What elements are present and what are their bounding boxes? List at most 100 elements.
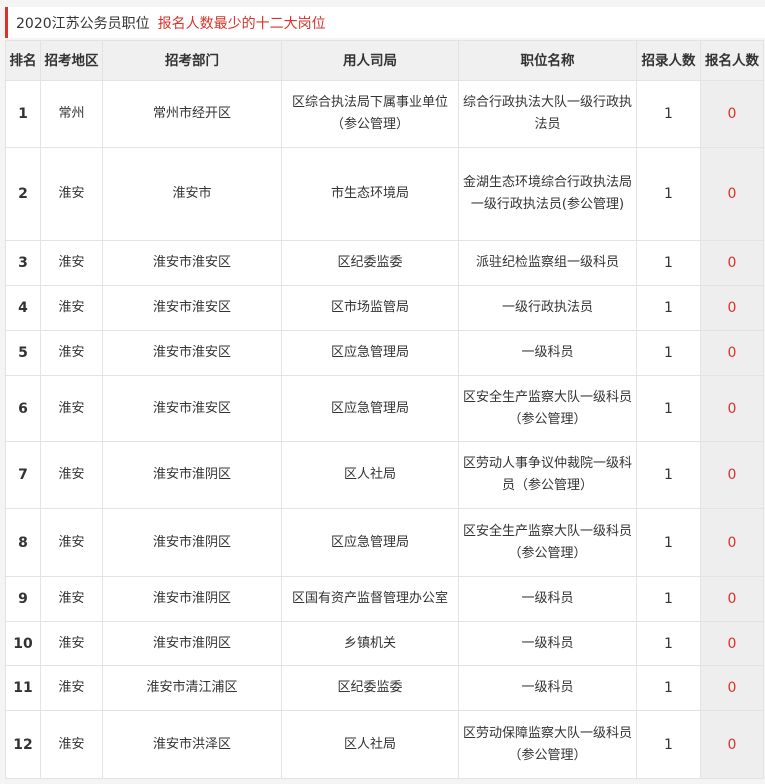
cell-bureau: 市生态环境局 bbox=[281, 147, 459, 241]
cell-applicants: 0 bbox=[700, 80, 764, 148]
header-dept: 招考部门 bbox=[102, 40, 282, 81]
cell-region: 淮安 bbox=[40, 375, 103, 442]
cell-rank: 5 bbox=[5, 330, 41, 376]
cell-region: 淮安 bbox=[40, 285, 103, 331]
cell-position: 一级科员 bbox=[458, 621, 637, 666]
cell-dept: 淮安市 bbox=[102, 147, 282, 241]
cell-bureau: 区应急管理局 bbox=[281, 508, 459, 577]
table-row: 6 淮安 淮安市淮安区 区应急管理局 区安全生产监察大队一级科员（参公管理） 1 0 bbox=[5, 375, 764, 442]
cell-applicants: 0 bbox=[700, 285, 764, 331]
cell-applicants: 0 bbox=[700, 621, 764, 666]
header-hire: 招录人数 bbox=[636, 40, 701, 81]
header-position: 职位名称 bbox=[458, 40, 637, 81]
cell-bureau: 区纪委监委 bbox=[281, 240, 459, 286]
cell-applicants: 0 bbox=[700, 441, 764, 509]
cell-rank: 3 bbox=[5, 240, 41, 286]
cell-rank: 8 bbox=[5, 508, 41, 577]
table-row: 1 常州 常州市经开区 区综合执法局下属事业单位（参公管理） 综合行政执法大队一级行政执… bbox=[5, 80, 764, 148]
cell-dept: 淮安市淮安区 bbox=[102, 375, 282, 442]
cell-applicants: 0 bbox=[700, 147, 764, 241]
header-region: 招考地区 bbox=[40, 40, 103, 81]
cell-region: 淮安 bbox=[40, 240, 103, 286]
table-row: 5 淮安 淮安市淮安区 区应急管理局 一级科员 1 0 bbox=[5, 330, 764, 376]
table-row: 7 淮安 淮安市淮阴区 区人社局 区劳动人事争议仲裁院一级科员（参公管理） 1 0 bbox=[5, 441, 764, 509]
table-row: 12 淮安 淮安市洪泽区 区人社局 区劳动保障监察大队一级科员（参公管理） 1 0 bbox=[5, 710, 764, 779]
cell-dept: 淮安市清江浦区 bbox=[102, 665, 282, 711]
cell-region: 淮安 bbox=[40, 441, 103, 509]
title-highlight: 报名人数最少的十二大岗位 bbox=[157, 15, 326, 32]
table-row: 9 淮安 淮安市淮阴区 区国有资产监督管理办公室 一级科员 1 0 bbox=[5, 576, 764, 622]
cell-position: 区安全生产监察大队一级科员（参公管理） bbox=[458, 375, 637, 442]
cell-bureau: 区人社局 bbox=[281, 441, 459, 509]
cell-bureau: 区人社局 bbox=[281, 710, 459, 779]
cell-rank: 9 bbox=[5, 576, 41, 622]
cell-bureau: 区纪委监委 bbox=[281, 665, 459, 711]
cell-applicants: 0 bbox=[700, 375, 764, 442]
table-row: 3 淮安 淮安市淮安区 区纪委监委 派驻纪检监察组一级科员 1 0 bbox=[5, 240, 764, 286]
cell-dept: 淮安市淮阴区 bbox=[102, 441, 282, 509]
header-rank: 排名 bbox=[5, 40, 41, 81]
cell-applicants: 0 bbox=[700, 576, 764, 622]
cell-bureau: 乡镇机关 bbox=[281, 621, 459, 666]
cell-hire: 1 bbox=[636, 665, 701, 711]
cell-dept: 淮安市淮安区 bbox=[102, 240, 282, 286]
cell-region: 淮安 bbox=[40, 576, 103, 622]
cell-region: 淮安 bbox=[40, 508, 103, 577]
cell-region: 淮安 bbox=[40, 330, 103, 376]
cell-dept: 常州市经开区 bbox=[102, 80, 282, 148]
cell-hire: 1 bbox=[636, 441, 701, 509]
cell-dept: 淮安市淮阴区 bbox=[102, 621, 282, 666]
table-header-row: 排名 招考地区 招考部门 用人司局 职位名称 招录人数 报名人数 bbox=[5, 40, 764, 81]
cell-region: 淮安 bbox=[40, 147, 103, 241]
cell-dept: 淮安市淮安区 bbox=[102, 285, 282, 331]
cell-position: 金湖生态环境综合行政执法局一级行政执法员(参公管理) bbox=[458, 147, 637, 241]
cell-rank: 1 bbox=[5, 80, 41, 148]
cell-bureau: 区应急管理局 bbox=[281, 330, 459, 376]
positions-table: 排名 招考地区 招考部门 用人司局 职位名称 招录人数 报名人数 1 常州 常州市经… bbox=[5, 40, 764, 779]
table-row: 2 淮安 淮安市 市生态环境局 金湖生态环境综合行政执法局一级行政执法员(参公管理) 1 0 bbox=[5, 147, 764, 241]
cell-hire: 1 bbox=[636, 508, 701, 577]
cell-hire: 1 bbox=[636, 621, 701, 666]
cell-applicants: 0 bbox=[700, 665, 764, 711]
cell-hire: 1 bbox=[636, 375, 701, 442]
cell-bureau: 区市场监管局 bbox=[281, 285, 459, 331]
cell-rank: 7 bbox=[5, 441, 41, 509]
cell-rank: 6 bbox=[5, 375, 41, 442]
table-row: 10 淮安 淮安市淮阴区 乡镇机关 一级科员 1 0 bbox=[5, 621, 764, 666]
title-bar: 2020江苏公务员职位 报名人数最少的十二大岗位 bbox=[5, 7, 765, 38]
cell-bureau: 区综合执法局下属事业单位（参公管理） bbox=[281, 80, 459, 148]
cell-hire: 1 bbox=[636, 80, 701, 148]
header-applicants: 报名人数 bbox=[700, 40, 764, 81]
cell-bureau: 区应急管理局 bbox=[281, 375, 459, 442]
cell-position: 综合行政执法大队一级行政执法员 bbox=[458, 80, 637, 148]
cell-position: 区安全生产监察大队一级科员（参公管理） bbox=[458, 508, 637, 577]
cell-position: 一级科员 bbox=[458, 665, 637, 711]
cell-dept: 淮安市淮安区 bbox=[102, 330, 282, 376]
header-bureau: 用人司局 bbox=[281, 40, 459, 81]
cell-region: 淮安 bbox=[40, 710, 103, 779]
table-row: 8 淮安 淮安市淮阴区 区应急管理局 区安全生产监察大队一级科员（参公管理） 1 0 bbox=[5, 508, 764, 577]
cell-hire: 1 bbox=[636, 710, 701, 779]
cell-hire: 1 bbox=[636, 285, 701, 331]
cell-rank: 4 bbox=[5, 285, 41, 331]
table-row: 11 淮安 淮安市清江浦区 区纪委监委 一级科员 1 0 bbox=[5, 665, 764, 711]
cell-rank: 2 bbox=[5, 147, 41, 241]
cell-region: 常州 bbox=[40, 80, 103, 148]
cell-applicants: 0 bbox=[700, 330, 764, 376]
cell-dept: 淮安市洪泽区 bbox=[102, 710, 282, 779]
table-row: 4 淮安 淮安市淮安区 区市场监管局 一级行政执法员 1 0 bbox=[5, 285, 764, 331]
cell-position: 区劳动人事争议仲裁院一级科员（参公管理） bbox=[458, 441, 637, 509]
cell-hire: 1 bbox=[636, 330, 701, 376]
cell-hire: 1 bbox=[636, 576, 701, 622]
cell-rank: 10 bbox=[5, 621, 41, 666]
cell-position: 一级科员 bbox=[458, 576, 637, 622]
cell-rank: 11 bbox=[5, 665, 41, 711]
cell-position: 派驻纪检监察组一级科员 bbox=[458, 240, 637, 286]
cell-hire: 1 bbox=[636, 240, 701, 286]
cell-dept: 淮安市淮阴区 bbox=[102, 508, 282, 577]
cell-region: 淮安 bbox=[40, 665, 103, 711]
cell-applicants: 0 bbox=[700, 508, 764, 577]
title-main: 2020江苏公务员职位 bbox=[16, 15, 150, 32]
cell-applicants: 0 bbox=[700, 240, 764, 286]
cell-dept: 淮安市淮阴区 bbox=[102, 576, 282, 622]
